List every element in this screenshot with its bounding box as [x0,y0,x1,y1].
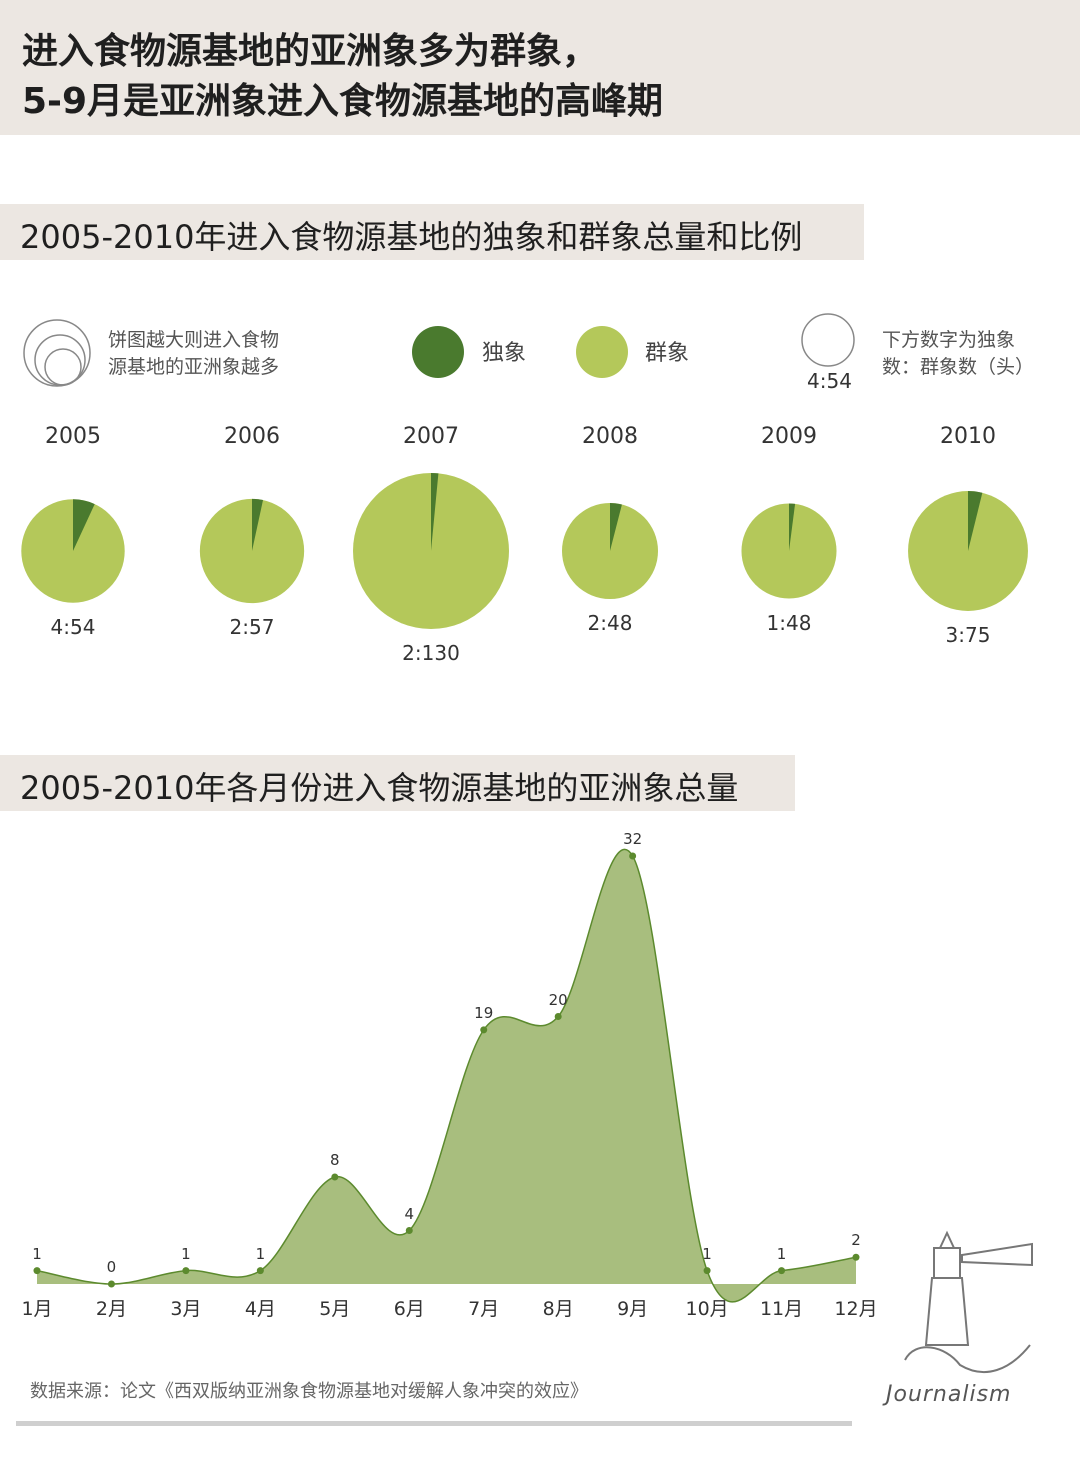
pie-year-label-2005: 2005 [45,424,101,449]
legend-solitary-label: 独象 [482,341,527,366]
month-label-12: 12月 [834,1298,878,1320]
legend-ratio-note-line1: 下方数字为独象 [882,329,1016,351]
pie-solitary-slice-2009 [789,503,796,551]
legend-example-ratio: 4:54 [807,369,852,393]
month-label-2: 2月 [95,1298,127,1320]
month-label-7: 7月 [468,1298,500,1320]
legend-ratio-note: 下方数字为独象 数：群象数（头） [882,327,1034,381]
header-banner: 进入食物源基地的亚洲象多为群象， 5-9月是亚洲象进入食物源基地的高峰期 [0,0,1080,135]
data-point-11 [778,1267,786,1275]
legend-size-note-line1: 饼图越大则进入食物 [108,329,280,351]
month-label-9: 9月 [617,1298,649,1320]
pie-year-label-2007: 2007 [403,424,459,449]
pie-solitary-slice-2007 [431,473,439,551]
data-point-9 [629,852,637,860]
herd-swatch [576,326,628,378]
value-label-1: 1 [32,1244,42,1263]
month-label-5: 5月 [319,1298,351,1320]
value-label-11: 1 [776,1244,787,1263]
section1-banner: 2005-2010年进入食物源基地的独象和群象总量和比例 [0,204,864,260]
month-label-3: 3月 [170,1298,202,1320]
pie-ratio-label-2006: 2:57 [229,615,275,640]
title-line-1: 进入食物源基地的亚洲象多为群象， [22,31,599,72]
pie-herd-slice-2010 [908,491,1028,611]
value-label-4: 1 [255,1244,266,1263]
data-point-3 [182,1267,190,1275]
month-label-4: 4月 [244,1298,276,1320]
data-point-1 [33,1267,41,1275]
value-label-10: 1 [702,1244,712,1263]
legend-size-note-line2: 源基地的亚洲象越多 [108,356,280,378]
pie-year-label-2006: 2006 [224,424,280,449]
data-point-4 [256,1267,264,1275]
data-point-10 [703,1267,711,1275]
pie-svg [21,473,1028,629]
month-label-8: 8月 [542,1298,574,1320]
pie-solitary-slice-2005 [73,499,95,551]
data-point-8 [554,1013,562,1020]
data-point-6 [405,1227,413,1234]
pie-year-label-2009: 2009 [761,424,817,449]
pie-year-label-2010: 2010 [940,424,996,449]
legend-size-note: 饼图越大则进入食物 源基地的亚洲象越多 [108,327,279,381]
value-label-3: 1 [181,1244,191,1263]
area-fill [37,849,856,1302]
legend-graphics [23,313,855,387]
pie-year-label-2008: 2008 [582,424,638,449]
month-label-10: 10月 [685,1298,729,1320]
section1-title: 2005-2010年进入食物源基地的独象和群象总量和比例 [20,218,803,256]
pie-ratio-label-2009: 1:48 [766,610,812,635]
data-point-5 [331,1173,339,1181]
value-label-8: 20 [548,990,568,1009]
solitary-swatch [412,326,464,378]
section2-title: 2005-2010年各月份进入食物源基地的亚洲象总量 [20,769,739,807]
section2-banner: 2005-2010年各月份进入食物源基地的亚洲象总量 [0,755,795,811]
bottom-rule [16,1421,852,1426]
ratio-example-circle [801,313,855,367]
pie-ratio-label-2010: 3:75 [945,622,991,647]
pie-ratio-label-2008: 2:48 [587,611,633,635]
value-label-12: 2 [851,1231,861,1250]
pie-ratio-label-2005: 4:54 [50,614,96,639]
pie-ratio-label-2007: 2:130 [402,641,460,665]
pie-solitary-slice-2006 [252,498,264,551]
pie-solitary-slice-2010 [968,491,983,551]
month-label-1: 1月 [21,1298,53,1320]
month-label-6: 6月 [393,1298,425,1320]
data-source: 数据来源：论文《西双版纳亚洲象食物源基地对缓解人象冲突的效应》 [30,1381,588,1402]
value-label-6: 4 [404,1204,415,1223]
value-label-7: 19 [474,1003,494,1022]
value-label-2: 0 [106,1258,117,1276]
pie-solitary-slice-2008 [610,502,622,551]
legend-herd-label: 群象 [645,341,690,366]
legend-ratio-note-line2: 数：群象数（头） [882,356,1035,378]
logo-text: Journalism [886,1382,1012,1407]
data-point-12 [852,1253,860,1261]
value-label-5: 8 [330,1151,340,1169]
value-label-9: 32 [623,830,643,848]
data-point-2 [107,1280,115,1288]
nested-circles-icon [23,319,91,387]
data-point-7 [480,1026,488,1034]
month-label-11: 11月 [759,1298,804,1320]
title-line-2: 5-9月是亚洲象进入食物源基地的高峰期 [22,81,664,122]
